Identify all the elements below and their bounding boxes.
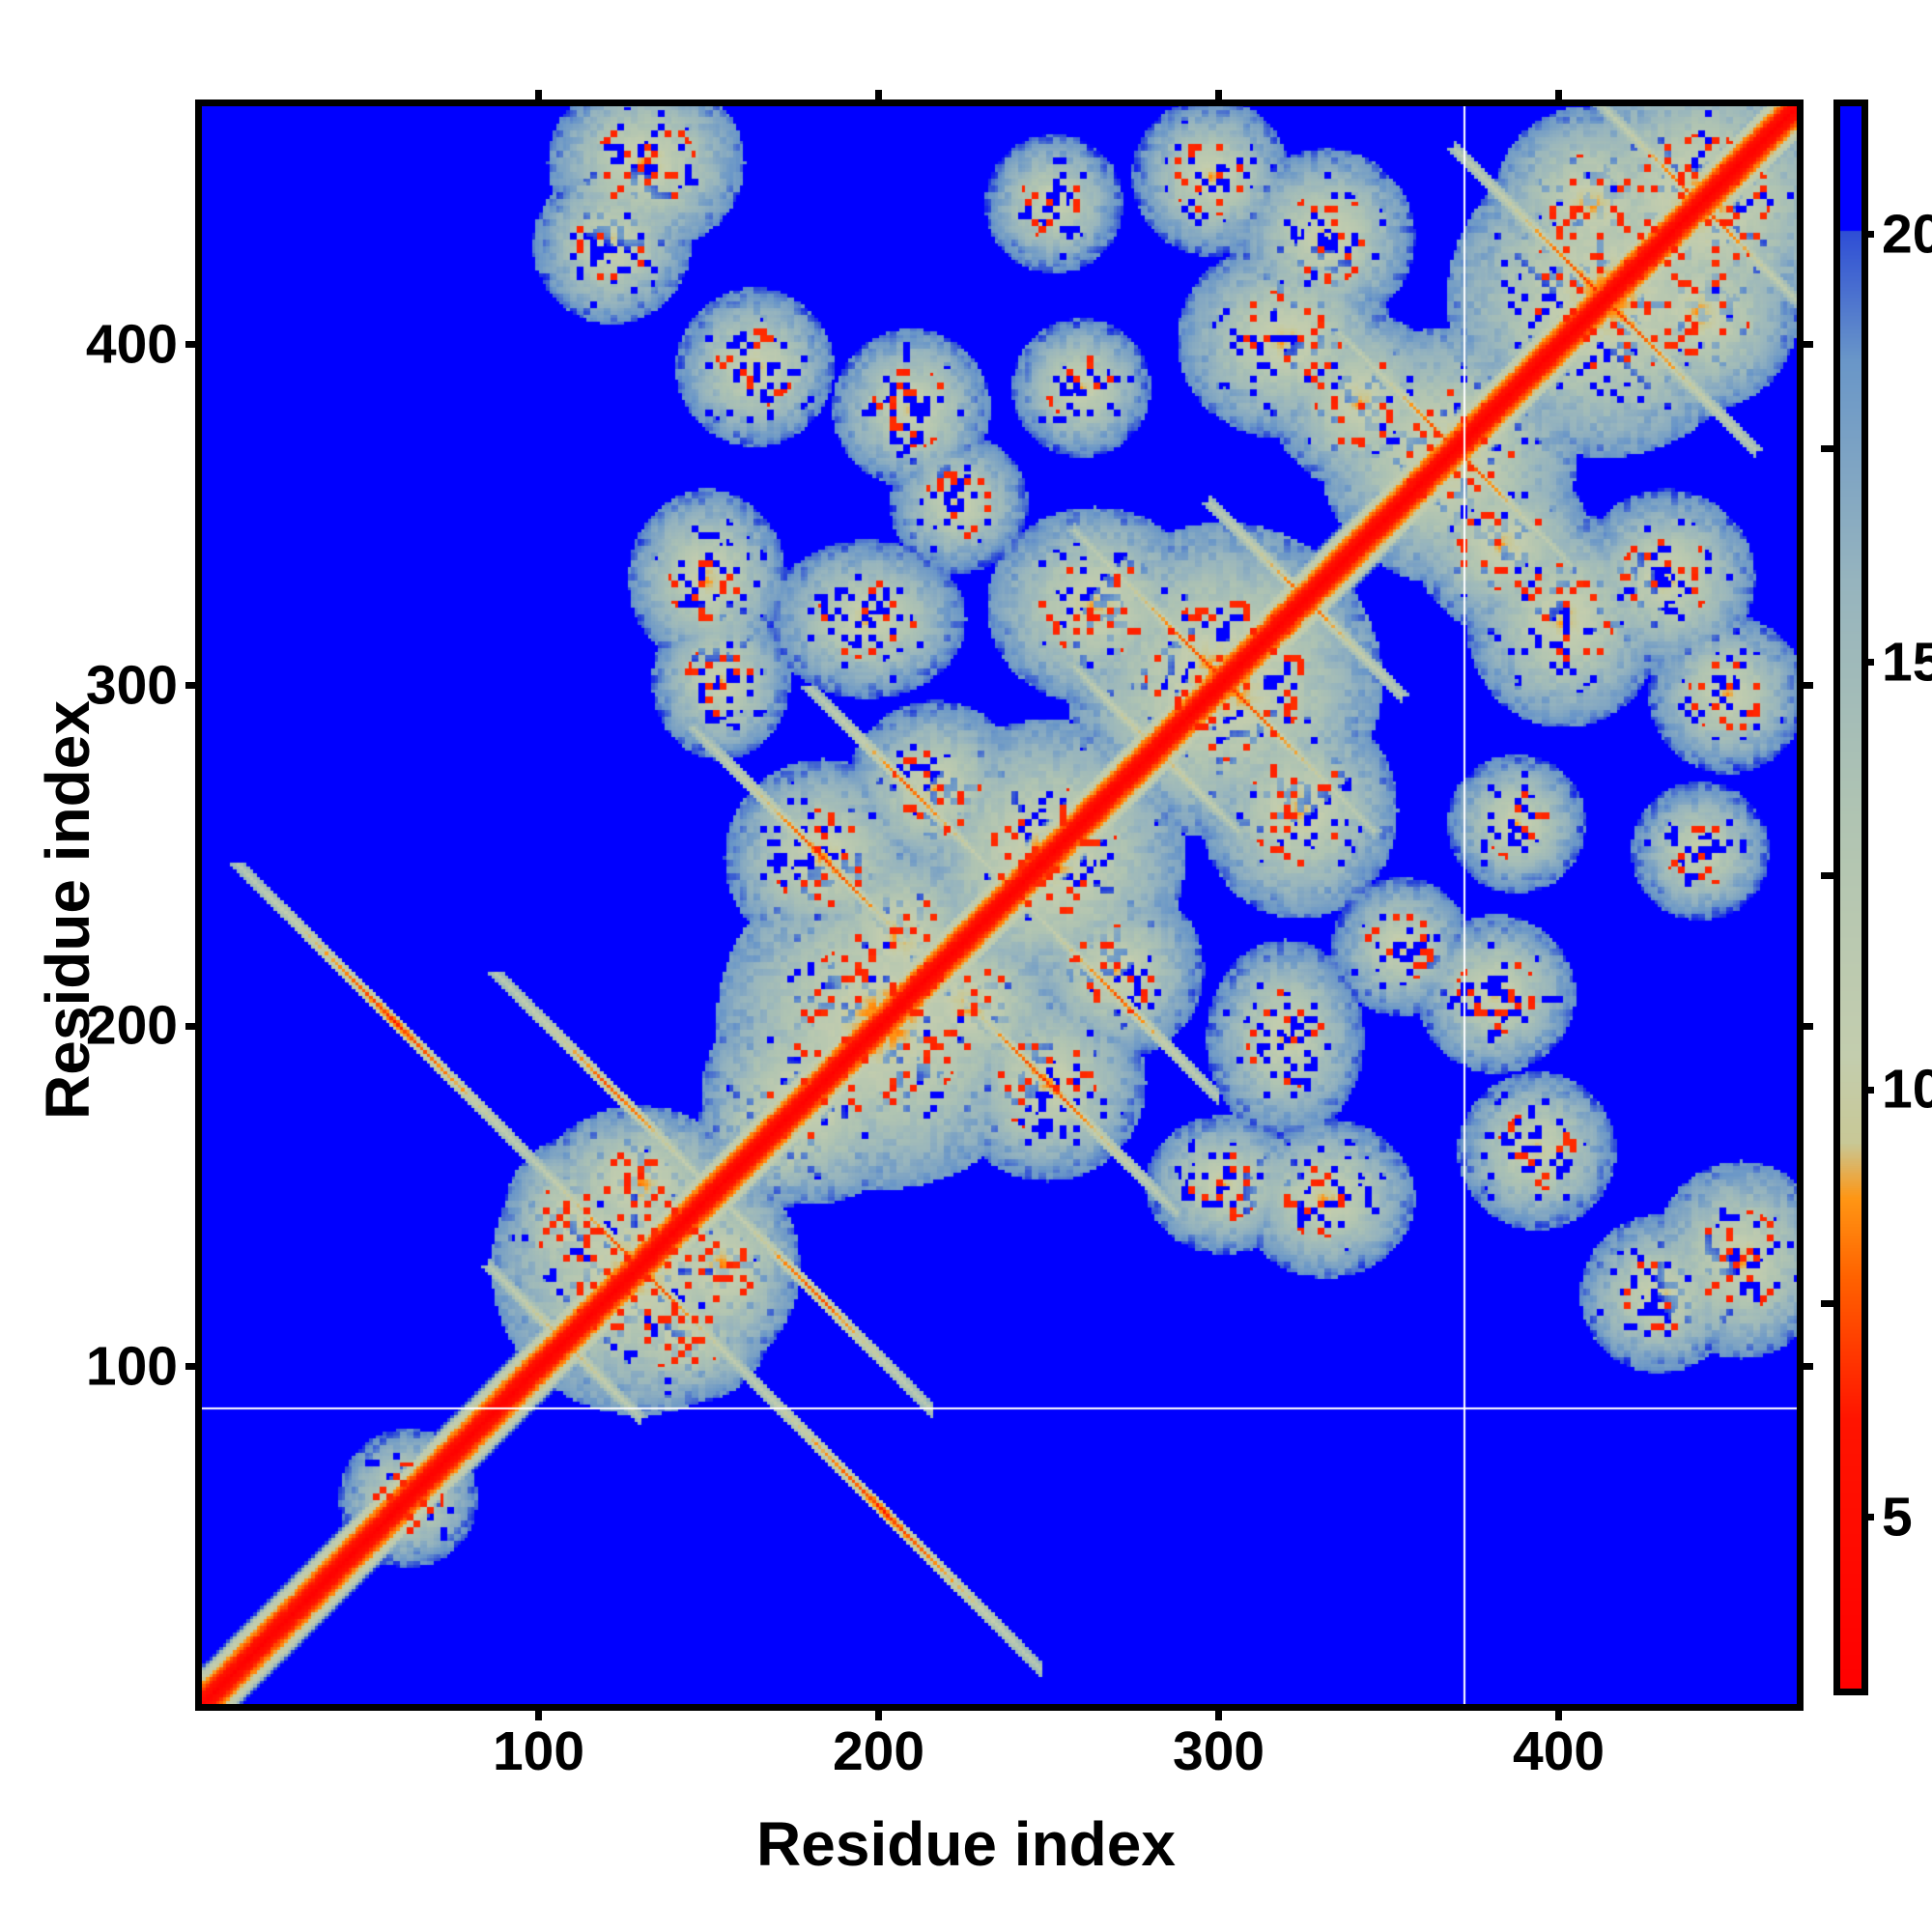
x-axis-tick bbox=[1555, 1704, 1563, 1720]
x-axis-tick bbox=[875, 1704, 883, 1720]
x-axis-tick-label: 400 bbox=[1513, 1720, 1605, 1782]
y-axis-tick bbox=[185, 682, 202, 690]
colorbar-minor-tick bbox=[1821, 872, 1833, 880]
y-axis-tick-mirror bbox=[1797, 1022, 1813, 1030]
y-axis-title: Residue index bbox=[33, 700, 102, 1120]
distance-matrix-heatmap bbox=[202, 106, 1797, 1704]
y-axis-tick-mirror bbox=[1797, 682, 1813, 690]
colorbar-tick-label: 20 bbox=[1882, 203, 1932, 266]
x-axis-tick-label: 300 bbox=[1172, 1720, 1265, 1782]
y-axis-tick bbox=[185, 1363, 202, 1371]
colorbar-minor-tick bbox=[1821, 444, 1833, 452]
x-axis-tick-label: 200 bbox=[832, 1720, 925, 1782]
heatmap-plot-area[interactable] bbox=[195, 99, 1804, 1711]
x-axis-tick-label: 100 bbox=[492, 1720, 585, 1782]
colorbar-tick-label: 15 bbox=[1882, 631, 1932, 693]
y-axis-tick bbox=[185, 1022, 202, 1030]
x-axis-tick bbox=[1215, 1704, 1223, 1720]
colorbar-tick bbox=[1861, 1514, 1874, 1521]
y-axis-tick-label: 400 bbox=[85, 313, 178, 376]
x-axis-tick-mirror bbox=[1555, 90, 1563, 106]
x-axis-tick-mirror bbox=[875, 90, 883, 106]
y-axis-tick-label: 200 bbox=[85, 994, 178, 1057]
y-axis-tick bbox=[185, 341, 202, 349]
colorbar-minor-tick bbox=[1821, 1300, 1833, 1308]
y-axis-tick-label: 100 bbox=[85, 1335, 178, 1398]
x-axis-tick-mirror bbox=[1215, 90, 1223, 106]
colorbar-tick bbox=[1861, 659, 1874, 666]
colorbar-tick bbox=[1861, 231, 1874, 239]
x-axis-title: Residue index bbox=[756, 1809, 1176, 1879]
x-axis-tick bbox=[535, 1704, 542, 1720]
y-axis-tick-mirror bbox=[1797, 341, 1813, 349]
y-axis-tick-label: 300 bbox=[85, 654, 178, 717]
colorbar-tick bbox=[1861, 1086, 1874, 1094]
colorbar-gradient bbox=[1840, 106, 1861, 1689]
y-axis-tick-mirror bbox=[1797, 1363, 1813, 1371]
colorbar[interactable] bbox=[1833, 99, 1868, 1695]
colorbar-tick-label: 5 bbox=[1882, 1486, 1913, 1548]
x-axis-tick-mirror bbox=[535, 90, 542, 106]
colorbar-tick-label: 10 bbox=[1882, 1058, 1932, 1121]
